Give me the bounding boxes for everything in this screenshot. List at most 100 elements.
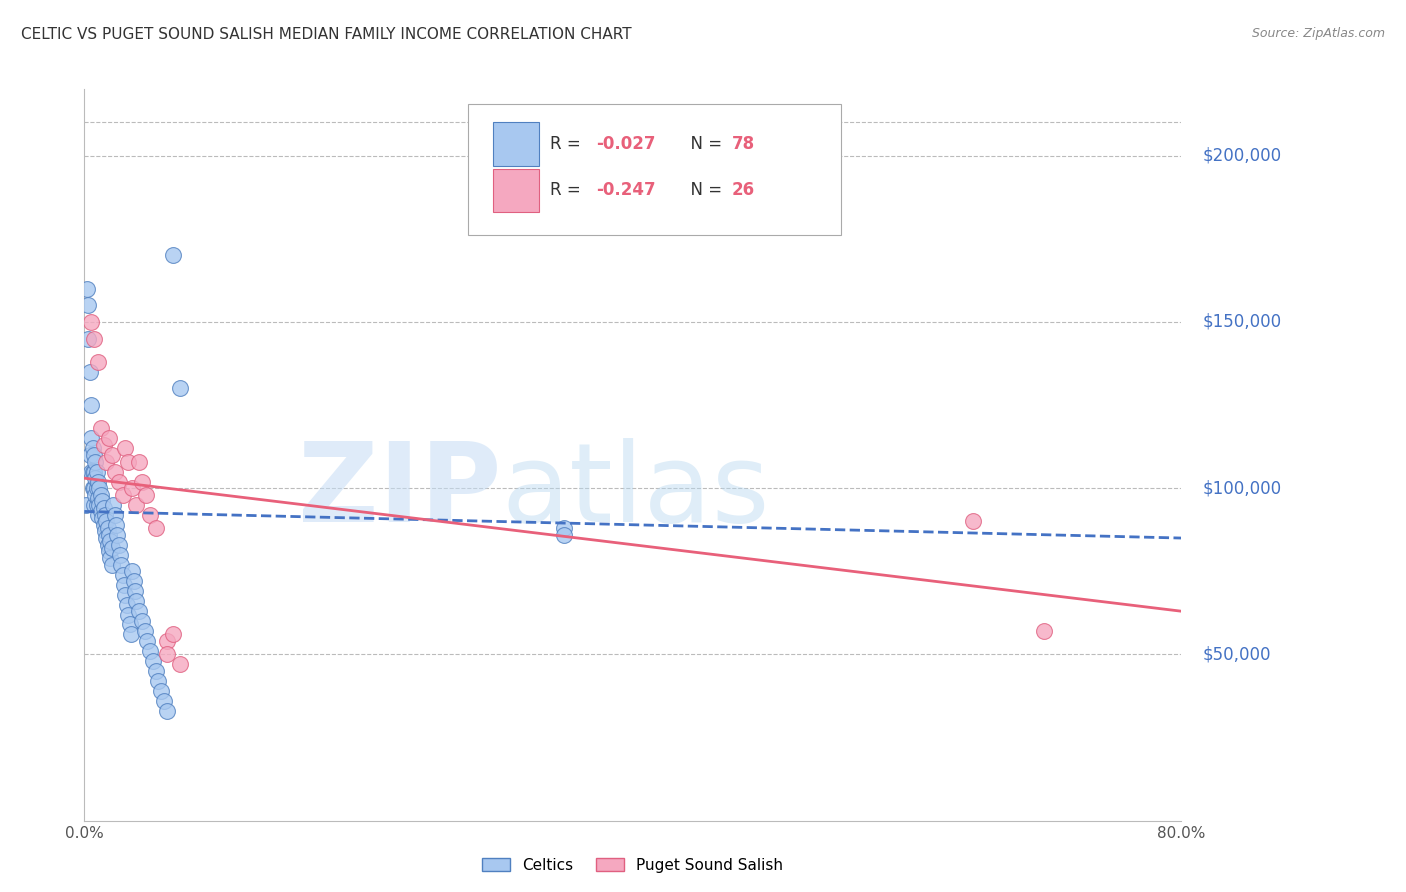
Point	[117, 607, 139, 622]
Text: R =: R =	[551, 135, 586, 153]
Point	[104, 517, 127, 532]
Point	[169, 381, 191, 395]
Point	[94, 524, 117, 539]
Point	[100, 534, 122, 549]
Point	[118, 617, 141, 632]
Point	[114, 442, 136, 456]
Point	[112, 577, 135, 591]
Point	[98, 544, 121, 558]
Point	[86, 465, 108, 479]
Point	[80, 398, 103, 412]
Point	[162, 248, 184, 262]
Point	[105, 527, 128, 541]
Point	[114, 588, 136, 602]
Point	[76, 282, 98, 296]
Point	[87, 355, 110, 369]
Point	[139, 508, 162, 522]
Point	[83, 332, 105, 346]
Text: R =: R =	[551, 181, 586, 199]
Text: 78: 78	[731, 135, 755, 153]
FancyBboxPatch shape	[494, 122, 540, 166]
Point	[111, 567, 134, 582]
Point	[156, 634, 179, 648]
Point	[97, 538, 120, 552]
Point	[89, 498, 111, 512]
Point	[131, 475, 153, 489]
Point	[80, 431, 103, 445]
Point	[101, 558, 124, 572]
Point	[97, 521, 120, 535]
Text: $100,000: $100,000	[1204, 479, 1282, 497]
Point	[77, 298, 100, 312]
Point	[124, 584, 146, 599]
Point	[153, 694, 176, 708]
Point	[96, 454, 118, 468]
Point	[128, 604, 150, 618]
Point	[87, 508, 110, 522]
Point	[94, 508, 117, 522]
Point	[101, 498, 124, 512]
Point	[145, 521, 167, 535]
FancyBboxPatch shape	[494, 169, 540, 211]
Point	[115, 598, 138, 612]
Point	[150, 684, 173, 698]
Text: N =: N =	[681, 181, 727, 199]
Point	[80, 465, 103, 479]
Point	[96, 515, 118, 529]
Point	[79, 448, 101, 462]
Point	[86, 498, 108, 512]
Point	[84, 471, 107, 485]
Text: $150,000: $150,000	[1204, 313, 1282, 331]
Point	[139, 644, 162, 658]
Point	[125, 594, 148, 608]
Point	[79, 365, 101, 379]
Point	[98, 431, 121, 445]
Point	[82, 481, 104, 495]
Point	[134, 624, 156, 639]
Point	[169, 657, 191, 672]
Text: 26: 26	[731, 181, 755, 199]
Point	[93, 438, 115, 452]
Point	[96, 531, 118, 545]
Legend: Celtics, Puget Sound Salish: Celtics, Puget Sound Salish	[477, 852, 789, 879]
Point	[82, 442, 104, 456]
Point	[103, 465, 125, 479]
Point	[84, 488, 107, 502]
Point	[1033, 624, 1056, 639]
Point	[87, 491, 110, 505]
Text: ZIP: ZIP	[298, 438, 501, 545]
Point	[75, 498, 97, 512]
Point	[103, 508, 125, 522]
Point	[89, 481, 111, 495]
Point	[142, 654, 165, 668]
Point	[83, 465, 105, 479]
Point	[100, 551, 122, 566]
Text: N =: N =	[681, 135, 727, 153]
Point	[84, 454, 107, 468]
FancyBboxPatch shape	[468, 103, 841, 235]
Point	[98, 527, 121, 541]
Point	[156, 704, 179, 718]
Point	[90, 504, 112, 518]
Point	[101, 448, 124, 462]
Text: $50,000: $50,000	[1204, 646, 1271, 664]
Point	[145, 664, 167, 678]
Point	[83, 498, 105, 512]
Point	[131, 614, 153, 628]
Text: $200,000: $200,000	[1204, 146, 1282, 165]
Text: -0.027: -0.027	[596, 135, 657, 153]
Point	[83, 448, 105, 462]
Text: Source: ZipAtlas.com: Source: ZipAtlas.com	[1251, 27, 1385, 40]
Point	[553, 527, 575, 541]
Text: atlas: atlas	[501, 438, 769, 545]
Point	[120, 627, 142, 641]
Point	[156, 648, 179, 662]
Point	[121, 564, 143, 578]
Point	[125, 498, 148, 512]
Point	[553, 521, 575, 535]
Point	[86, 481, 108, 495]
Point	[136, 634, 159, 648]
Point	[90, 488, 112, 502]
Point	[83, 481, 105, 495]
Point	[91, 511, 114, 525]
